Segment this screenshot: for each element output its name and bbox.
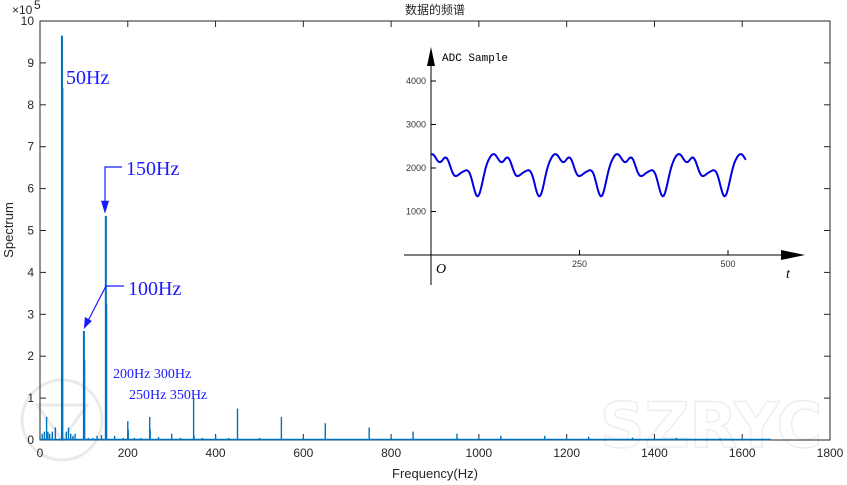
inset-y-tick-label: 3000: [406, 120, 426, 130]
inset-x-title: t: [786, 267, 791, 282]
y-tick-label: 5: [27, 224, 34, 238]
y-exponent-label: ×10: [12, 3, 33, 17]
y-tick-label: 10: [21, 14, 35, 28]
peak-annotation: 100Hz: [128, 278, 181, 300]
y-tick-label: 3: [27, 307, 34, 321]
inset-y-tick-label: 2000: [406, 163, 426, 173]
spectrum-bars: [40, 35, 771, 441]
inset-y-tick-label: 1000: [406, 207, 426, 217]
x-tick-label: 1800: [817, 446, 844, 460]
x-tick-label: 0: [37, 446, 44, 460]
x-tick-label: 400: [206, 446, 226, 460]
x-tick-label: 1000: [466, 446, 493, 460]
x-tick-label: 600: [293, 446, 313, 460]
inset-x-tick-label: 250: [572, 259, 587, 269]
inset-y-arrow-icon: [427, 47, 435, 66]
x-tick-label: 1600: [729, 446, 756, 460]
y-tick-label: 8: [27, 98, 34, 112]
y-axis: 0 1 2 3 4 5 6 7 8 9 10: [21, 14, 830, 447]
x-tick-label: 1200: [553, 446, 580, 460]
x-tick-label: 200: [118, 446, 138, 460]
chart-title: 数据的频谱: [405, 2, 465, 17]
inset-adc-plot: ADC Sample t O 1000 2000 3000 4000 250 500: [404, 47, 805, 285]
x-axis-title: Frequency(Hz): [392, 466, 478, 481]
peak-annotation: 250Hz 350Hz: [129, 388, 207, 403]
y-exponent-power: 5: [34, 0, 41, 12]
inset-y-tick-label: 4000: [406, 76, 426, 86]
y-tick-label: 6: [27, 182, 34, 196]
x-tick-label: 800: [381, 446, 401, 460]
y-tick-label: 7: [27, 140, 34, 154]
peak-annotation: 150Hz: [126, 158, 179, 180]
x-tick-label: 1400: [641, 446, 668, 460]
inset-signal-line: [430, 153, 747, 198]
y-tick-label: 4: [27, 265, 34, 279]
y-tick-label: 1: [27, 391, 34, 405]
inset-x-arrow-icon: [781, 250, 805, 260]
inset-x-tick-label: 500: [720, 259, 735, 269]
inset-y-title: ADC Sample: [442, 53, 508, 65]
y-tick-label: 2: [27, 349, 34, 363]
y-tick-label: 9: [27, 56, 34, 70]
peak-annotation: 200Hz 300Hz: [113, 367, 191, 382]
watermark-text: SZRYC: [600, 389, 822, 462]
x-axis: 0 200 400 600 800 1000 1200 1400 1600 1800: [37, 21, 844, 460]
y-tick-label: 0: [27, 433, 34, 447]
inset-origin-label: O: [436, 262, 446, 277]
y-axis-title: Spectrum: [1, 202, 16, 258]
annotations: 50Hz 150Hz 100Hz 200Hz 300Hz 250Hz 350Hz: [66, 67, 207, 403]
peak-annotation: 50Hz: [66, 67, 109, 89]
